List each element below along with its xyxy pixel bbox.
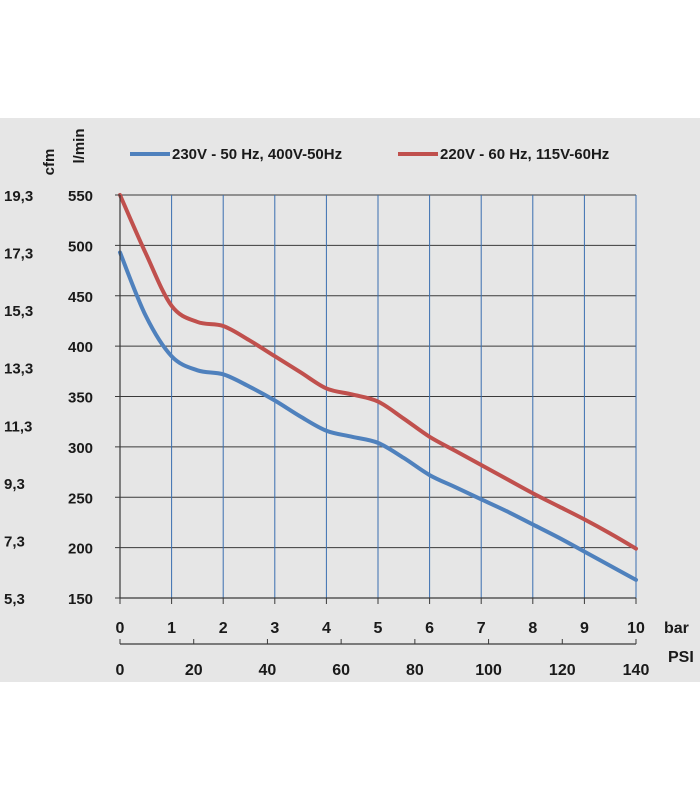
x-primary-tick-label: 1 <box>167 620 176 637</box>
series-lines <box>118 193 638 582</box>
y-primary-tick-label: 450 <box>68 289 93 306</box>
x-secondary-tick-label: 140 <box>623 662 650 679</box>
y-primary-tick-label: 500 <box>68 238 93 255</box>
y-primary-tick-label: 150 <box>68 591 93 608</box>
x-primary-tick-label: 2 <box>219 620 228 637</box>
y-secondary-tick-label: 17,3 <box>4 246 33 263</box>
x-primary-tick-label: 0 <box>116 620 125 637</box>
y-primary-tick-label: 350 <box>68 390 93 407</box>
x-primary-tick-label: 7 <box>477 620 486 637</box>
y-secondary-tick-label: 5,3 <box>4 591 25 608</box>
y-secondary-tick-label: 19,3 <box>4 188 33 205</box>
x-primary-tick-label: 9 <box>580 620 589 637</box>
x-secondary-axis-label: PSI <box>668 649 694 666</box>
y-primary-axis-label: l/min <box>71 128 88 163</box>
x-secondary-tick-label: 20 <box>185 662 203 679</box>
y-primary-tick-label: 550 <box>68 188 93 205</box>
x-primary-tick-label: 3 <box>270 620 279 637</box>
y-primary-tick-label: 300 <box>68 440 93 457</box>
x-secondary-tick-label: 40 <box>259 662 277 679</box>
x-secondary-tick-label: 80 <box>406 662 424 679</box>
y-primary-tick-label: 250 <box>68 490 93 507</box>
legend: 230V - 50 Hz, 400V-50Hz 220V - 60 Hz, 11… <box>130 146 609 163</box>
legend-label-series-1: 230V - 50 Hz, 400V-50Hz <box>172 146 342 163</box>
y-secondary-tick-label: 9,3 <box>4 476 25 493</box>
y-secondary-tick-label: 7,3 <box>4 533 25 550</box>
x-primary-axis-label: bar <box>664 620 689 637</box>
x-primary-tick-label: 10 <box>627 620 645 637</box>
x-secondary-tick-label: 120 <box>549 662 576 679</box>
series-line-1 <box>118 250 638 582</box>
x-secondary-tick-label: 100 <box>475 662 502 679</box>
chart-panel: 150 200 250 300 350 400 450 500 550 0 1 2 3 4 5 6 7 8 9 10 5… <box>0 118 700 682</box>
y-secondary-tick-label: 13,3 <box>4 361 33 378</box>
x-primary-tick-label: 8 <box>528 620 537 637</box>
series-line-2 <box>118 193 638 551</box>
x-primary-tick-label: 6 <box>425 620 434 637</box>
x-primary-tick-label: 5 <box>374 620 383 637</box>
x-primary-tick-label: 4 <box>322 620 331 637</box>
x-secondary-tick-label: 0 <box>116 662 125 679</box>
y-secondary-tick-label: 11,3 <box>4 418 32 435</box>
y-secondary-axis-label: cfm <box>41 149 58 176</box>
y-secondary-tick-label: 15,3 <box>4 303 33 320</box>
x-secondary-tick-label: 60 <box>332 662 350 679</box>
y-primary-tick-label: 400 <box>68 339 93 356</box>
y-primary-tick-label: 200 <box>68 541 93 558</box>
legend-label-series-2: 220V - 60 Hz, 115V-60Hz <box>440 146 609 163</box>
